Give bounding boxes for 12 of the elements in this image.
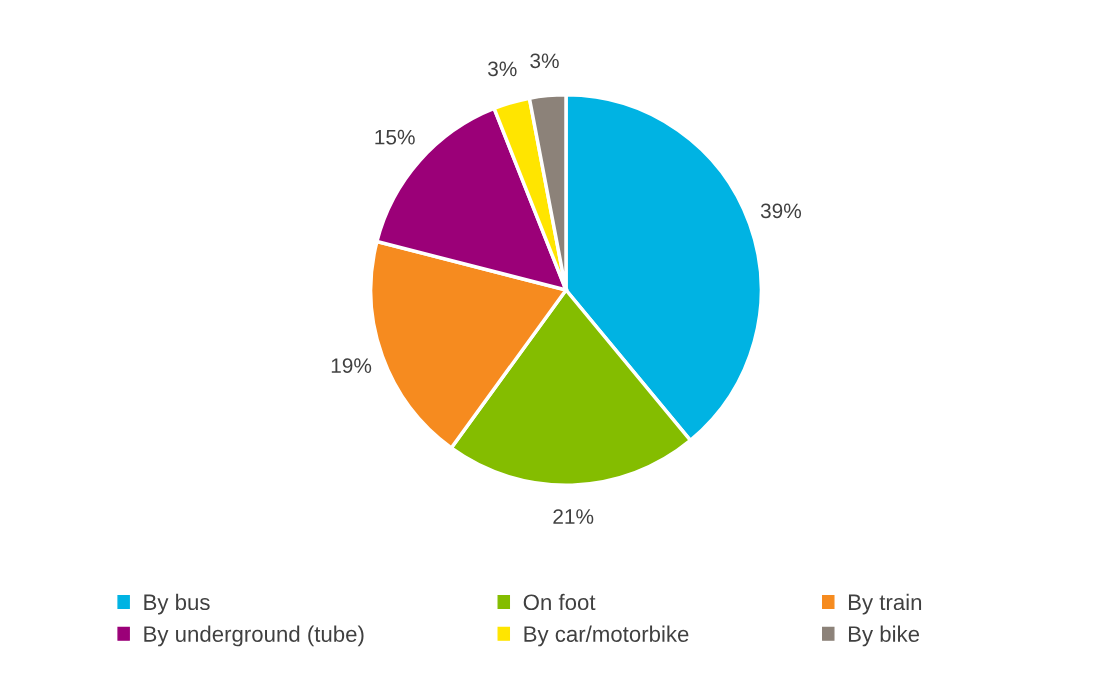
data-label: 19% (331, 358, 372, 373)
legend-label: By bike (848, 625, 920, 647)
data-label: 39% (760, 203, 802, 219)
legend-label: By underground (tube) (144, 625, 364, 647)
legend-label: By car/motorbike (524, 625, 689, 647)
data-label: 3% (488, 61, 517, 77)
legend-label: On foot (523, 593, 596, 611)
legend-label: By train (848, 593, 922, 615)
data-label: 3% (530, 53, 559, 69)
data-label: 15% (375, 129, 415, 145)
data-label: 21% (553, 509, 594, 524)
legend-label: By bus (144, 593, 210, 615)
